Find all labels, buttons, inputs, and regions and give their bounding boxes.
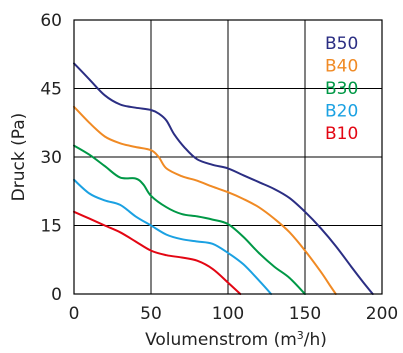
series-line-b20 — [73, 178, 273, 295]
y-tick-label-30: 30 — [40, 148, 62, 168]
y-tick-label-60: 60 — [40, 11, 62, 31]
y-tick-label-0: 0 — [51, 285, 62, 305]
series-line-b30 — [73, 144, 306, 295]
x-tick-label-100: 100 — [212, 304, 244, 324]
plot-frame — [73, 19, 383, 295]
legend-item-b40: B40 — [325, 57, 358, 77]
x-tick-label-150: 150 — [289, 304, 321, 324]
series-lines — [73, 62, 374, 295]
series-line-b50 — [73, 62, 374, 295]
y-tick-label-45: 45 — [40, 80, 62, 100]
legend-item-b50: B50 — [325, 34, 358, 54]
x-tick-label-50: 50 — [140, 304, 162, 324]
tick-labels: 0 50 100 150 200 0 15 30 45 60 — [40, 11, 398, 324]
series-line-b10 — [73, 210, 242, 295]
series-line-b40 — [73, 105, 337, 295]
legend-item-b30: B30 — [325, 79, 358, 99]
y-tick-label-15: 15 — [40, 217, 62, 237]
y-axis-label: Druck (Pa) — [9, 113, 29, 202]
x-axis-label-tail: /h) — [304, 330, 327, 350]
legend-item-b20: B20 — [325, 102, 358, 122]
legend-item-b10: B10 — [325, 124, 358, 144]
x-tick-label-0: 0 — [69, 304, 80, 324]
x-tick-label-200: 200 — [366, 304, 398, 324]
x-axis-label-superscript: 3 — [297, 329, 304, 342]
x-axis-label-main: Volumenstrom (m — [145, 330, 297, 350]
x-axis-label: Volumenstrom (m3/h) — [145, 329, 327, 351]
